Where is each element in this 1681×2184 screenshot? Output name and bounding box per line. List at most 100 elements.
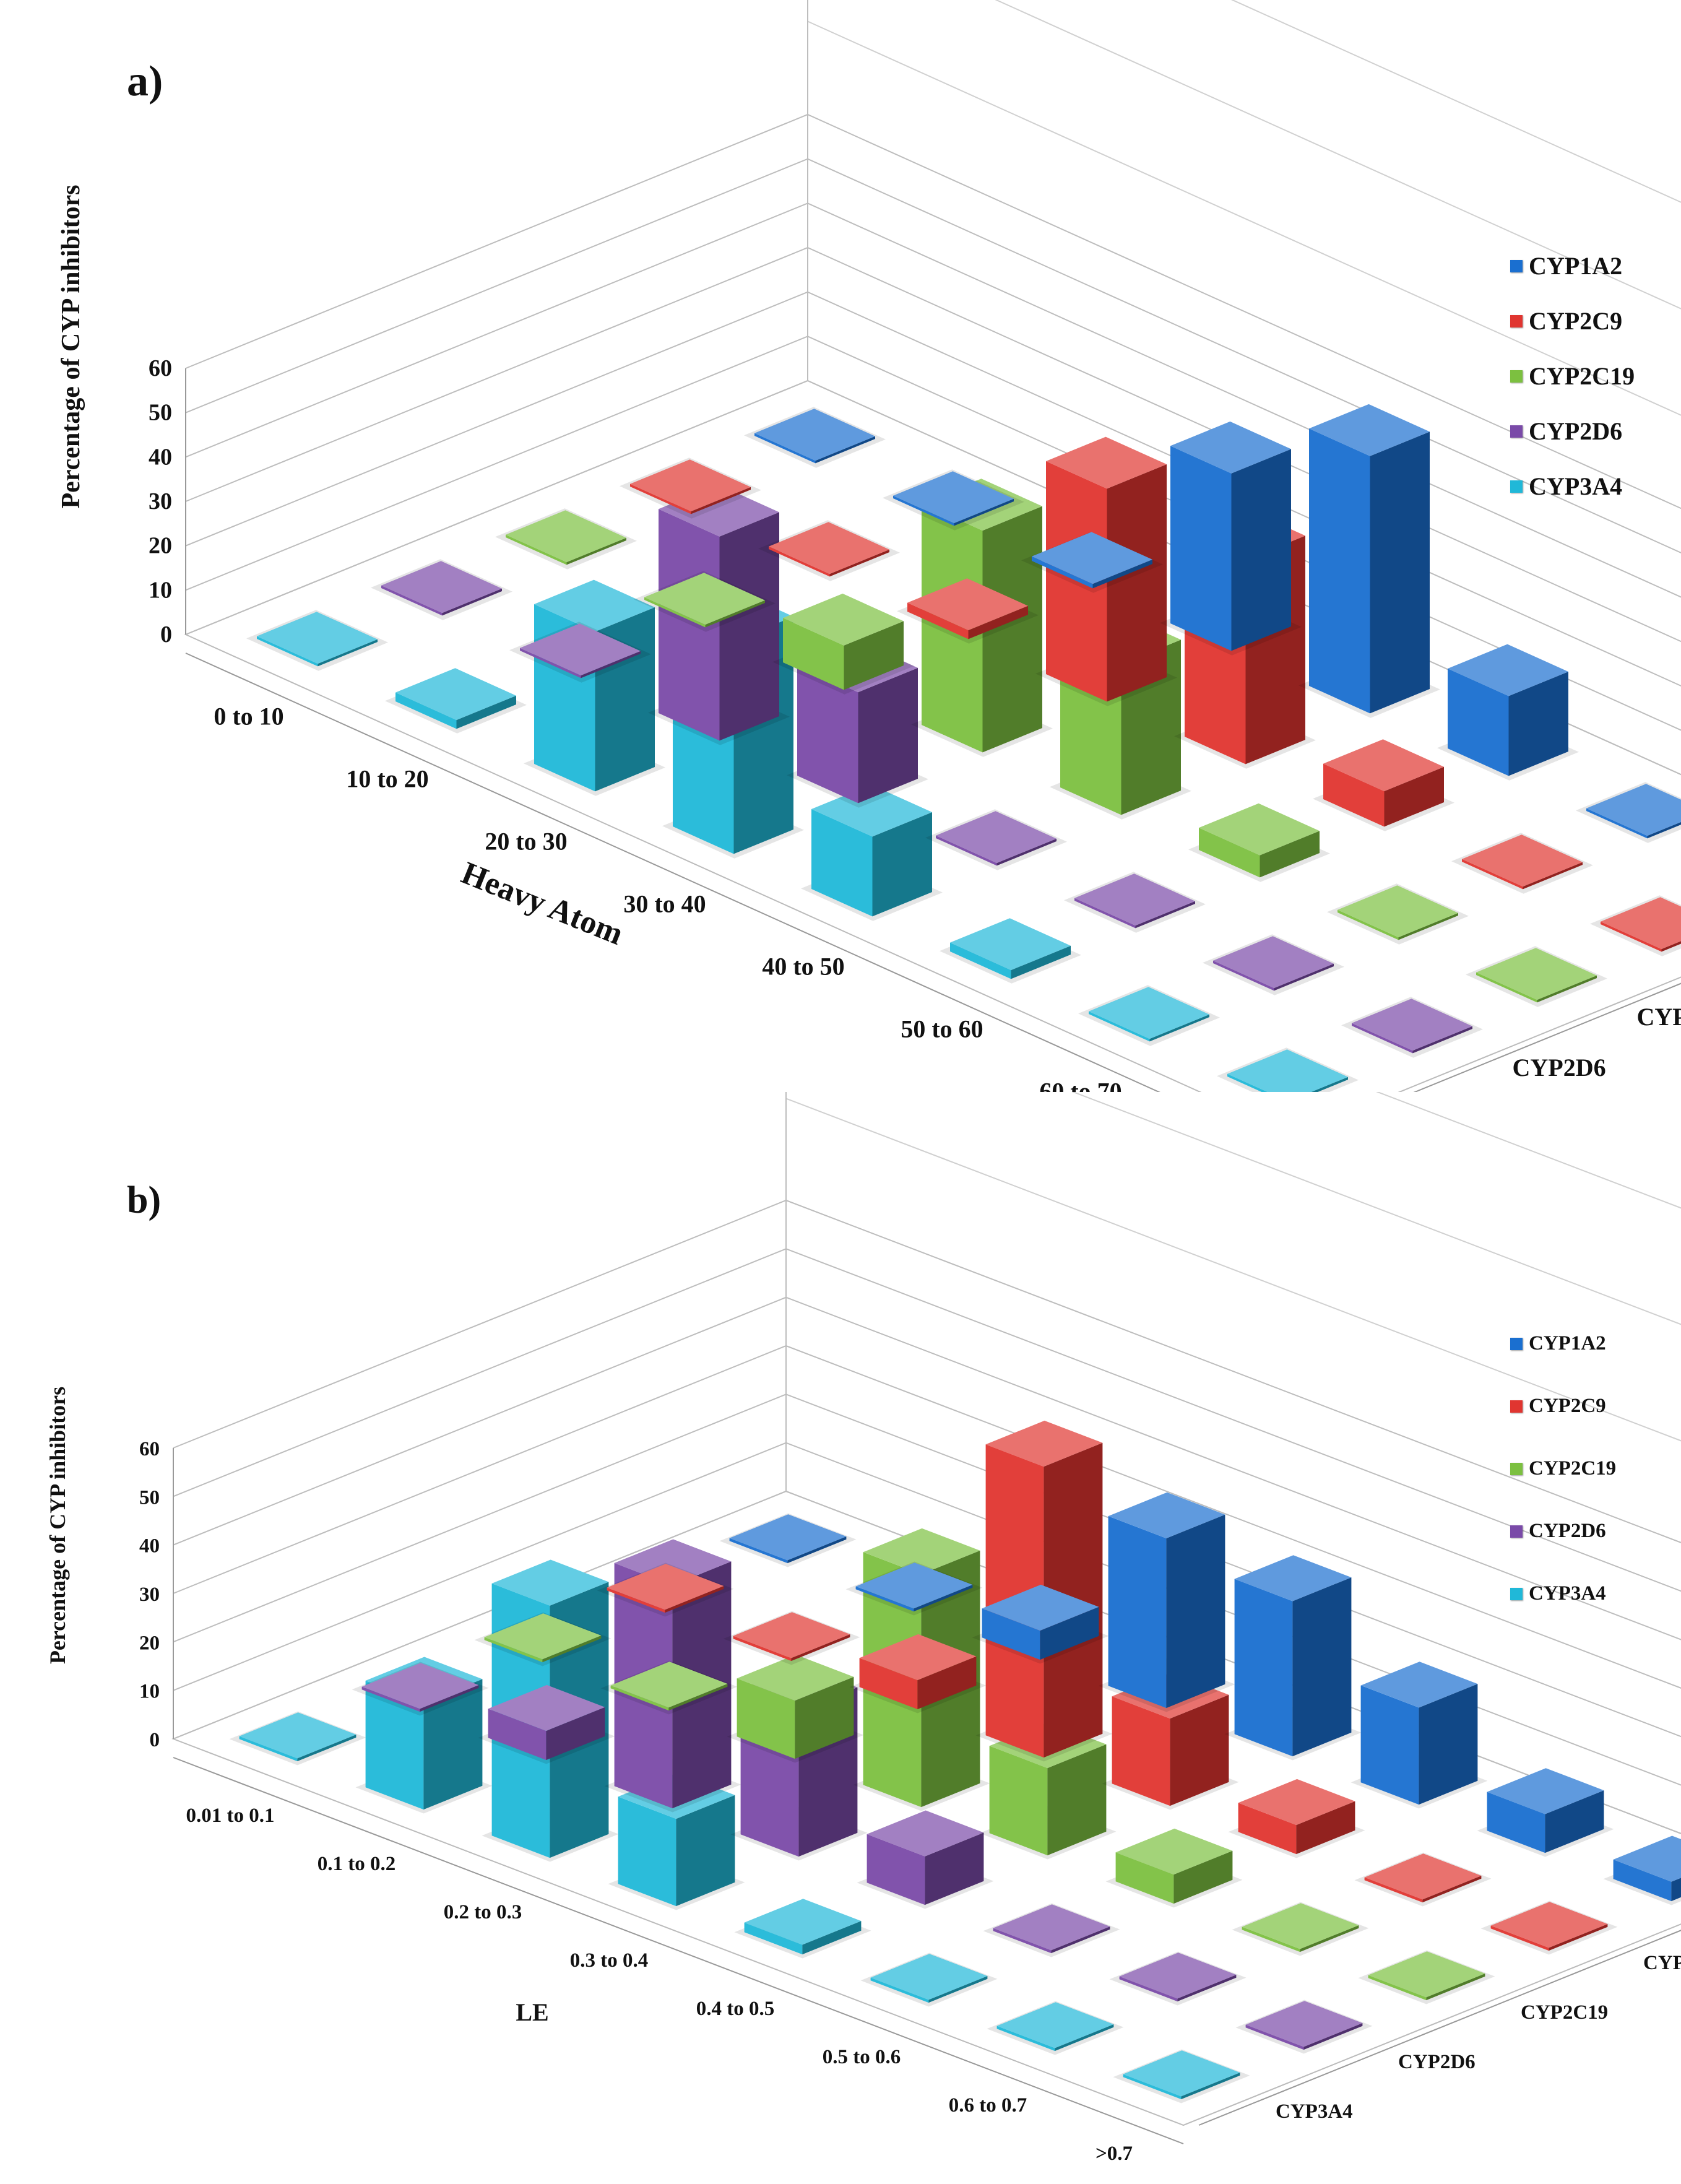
bar-cyp2c9-6 xyxy=(1451,833,1593,894)
x-tick-label: 0.4 to 0.5 xyxy=(696,1998,775,2020)
series-axis-label: CYP2C19 xyxy=(1521,2001,1608,2024)
bar-cyp2c19-6 xyxy=(1232,1902,1369,1956)
chart-panel-a: 0 10 20 30 40 50 60 0 to 10 10 to 20 20 to 30 30 t… xyxy=(57,0,1681,1093)
y-tick-label: 0 xyxy=(150,1729,160,1751)
bar-cyp1a2-6 xyxy=(1576,782,1681,843)
legend-swatch xyxy=(1510,425,1523,438)
bar-cyp2c9-5 xyxy=(1228,1779,1365,1858)
x-tick-label: 20 to 30 xyxy=(485,828,567,856)
bar-cyp3a4-0 xyxy=(246,610,388,671)
bar-cyp2d6-4 xyxy=(925,809,1067,870)
bar-cyp3a4-2 xyxy=(524,579,665,796)
bar-cyp2d6-7 xyxy=(1341,997,1483,1058)
legend-label: CYP2C19 xyxy=(1529,1457,1617,1480)
legend-item: CYP1A2 xyxy=(1510,1312,1616,1375)
bar-cyp1a2-4 xyxy=(1299,404,1440,718)
bar-cyp1a2-1 xyxy=(883,469,1024,531)
bar-cyp2c19-2 xyxy=(727,1654,864,1763)
bar-cyp2d6-5 xyxy=(983,1903,1120,1957)
legend-item: CYP2C19 xyxy=(1510,1437,1616,1500)
bar-cyp3a4-7 xyxy=(1113,2049,1250,2104)
x-tick-label: 0.3 to 0.4 xyxy=(570,1949,649,1972)
legend-item: CYP2D6 xyxy=(1510,404,1635,459)
legend-label: CYP2C9 xyxy=(1529,307,1623,335)
x-tick-label: 0.1 to 0.2 xyxy=(318,1853,396,1875)
legend-item: CYP3A4 xyxy=(1510,459,1635,514)
y-tick-label: 40 xyxy=(149,444,172,470)
x-tick-label: >0.7 xyxy=(1095,2143,1133,2165)
legend-swatch xyxy=(1510,1400,1523,1413)
bar-cyp2c19-4 xyxy=(979,1722,1117,1860)
bar-cyp2c19-5 xyxy=(1188,803,1330,882)
y-tick-label: 50 xyxy=(139,1486,160,1509)
bar-cyp2d6-1 xyxy=(478,1684,615,1764)
chart-a-svg: 0 10 20 30 40 50 60 0 to 10 10 to 20 20 to 30 30 t… xyxy=(57,0,1681,1093)
legend-swatch xyxy=(1510,259,1523,272)
y-tick-label: 10 xyxy=(149,577,172,603)
bar-cyp2d6-1 xyxy=(509,622,651,683)
legend-item: CYP2C9 xyxy=(1510,293,1635,349)
bar-cyp1a2-3 xyxy=(1098,1492,1235,1712)
x-tick-label: 60 to 70 xyxy=(1039,1078,1121,1093)
series-axis-label: CYP2C9 xyxy=(1643,1952,1681,1974)
legend-label: CYP3A4 xyxy=(1529,472,1623,500)
bar-cyp2c9-3 xyxy=(1035,436,1177,706)
bar-cyp2c19-0 xyxy=(474,1612,611,1666)
y-tick-label: 30 xyxy=(139,1584,160,1606)
bar-cyp1a2-2 xyxy=(972,1584,1109,1664)
wall-line xyxy=(807,20,1681,416)
y-tick-label: 0 xyxy=(160,622,172,648)
bar-cyp2c9-2 xyxy=(897,578,1039,644)
y-tick-label: 50 xyxy=(149,400,172,426)
legend-swatch xyxy=(1510,314,1523,327)
legend: CYP1A2 CYP2C9 CYP2C19 CYP2D6 CYP3A4 xyxy=(1510,238,1635,514)
legend-swatch xyxy=(1510,1587,1523,1600)
bar-cyp2d6-6 xyxy=(1203,934,1344,995)
bar-cyp1a2-0 xyxy=(719,1513,857,1567)
bar-cyp2d6-2 xyxy=(648,484,790,745)
y-tick-label: 60 xyxy=(149,355,172,381)
x-tick-label: 0.6 to 0.7 xyxy=(949,2094,1027,2117)
legend-item: CYP2C19 xyxy=(1510,349,1635,404)
legend-swatch xyxy=(1510,1462,1523,1475)
bar-cyp2c9-0 xyxy=(620,457,761,519)
series-axis-label: CYP2D6 xyxy=(1398,2051,1476,2073)
legend-item: CYP2D6 xyxy=(1510,1500,1616,1562)
series-axis-line xyxy=(1413,982,1681,1092)
bar-cyp2d6-4 xyxy=(857,1810,994,1909)
bar-cyp2c19-2 xyxy=(772,593,914,695)
x-axis-title: Heavy Atom xyxy=(457,856,628,952)
x-axis-title: LE xyxy=(516,1998,548,2026)
bar-cyp2c19-7 xyxy=(1358,1950,1495,2004)
bar-cyp2c9-6 xyxy=(1354,1852,1492,1907)
chart-panel-b: 0 10 20 30 40 50 60 0.01 to 0.1 0.1 to 0.2 0.2 to… xyxy=(0,1092,1681,2184)
bar-cyp1a2-3 xyxy=(1160,421,1302,656)
x-tick-label: 0.5 to 0.6 xyxy=(823,2046,901,2068)
wall-line xyxy=(1230,0,1681,203)
bar-cyp2c9-5 xyxy=(1313,739,1454,831)
y-tick-label: 30 xyxy=(149,488,172,514)
bar-cyp3a4-5 xyxy=(860,1952,998,2007)
bar-cyp3a4-6 xyxy=(1078,985,1220,1046)
bar-cyp2c9-7 xyxy=(1590,895,1681,956)
bar-cyp2c19-7 xyxy=(1466,946,1607,1007)
legend-label: CYP2D6 xyxy=(1529,417,1623,445)
bar-cyp1a2-2 xyxy=(1021,532,1163,593)
legend-label: CYP2C9 xyxy=(1529,1395,1606,1417)
bar-cyp2c19-0 xyxy=(495,508,637,570)
legend-item: CYP3A4 xyxy=(1510,1562,1616,1625)
bar-cyp1a2-5 xyxy=(1437,644,1579,781)
series-axis-label: CYP2D6 xyxy=(1513,1054,1606,1081)
wall-line xyxy=(1376,1092,1681,1209)
bar-cyp2c19-5 xyxy=(1105,1828,1243,1908)
series-axis-label: CYP2C19 xyxy=(1637,1003,1681,1031)
legend-swatch xyxy=(1510,480,1523,493)
bar-cyp2d6-3 xyxy=(787,640,928,808)
bar-cyp1a2-6 xyxy=(1477,1768,1614,1857)
x-tick-label: 0 to 10 xyxy=(214,703,283,730)
series-axis-label: CYP3A4 xyxy=(1276,2100,1353,2123)
bar-cyp3a4-5 xyxy=(940,918,1081,984)
y-tick-label: 40 xyxy=(139,1535,160,1558)
bar-cyp1a2-0 xyxy=(744,407,886,468)
x-tick-label: 40 to 50 xyxy=(762,953,844,981)
